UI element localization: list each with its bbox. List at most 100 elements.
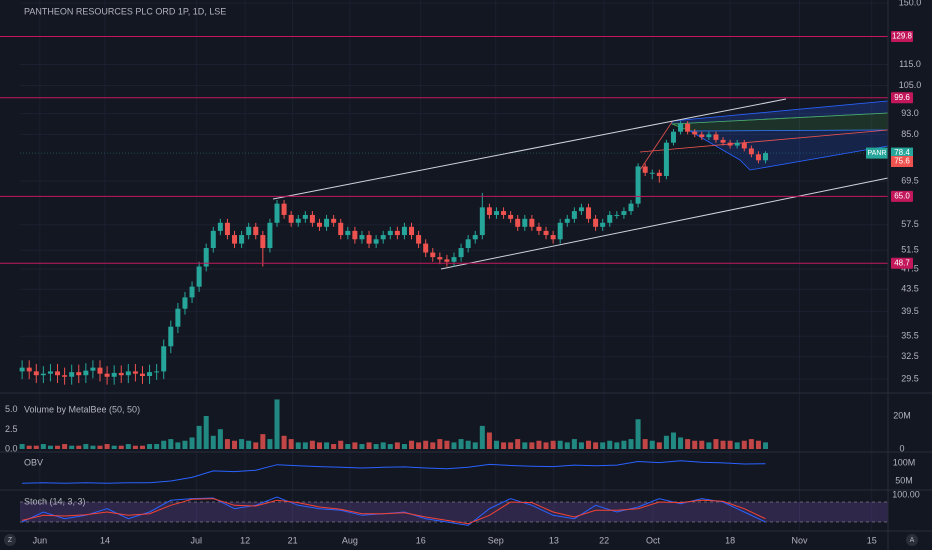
volume-bar <box>515 439 521 449</box>
volume-bar <box>451 442 457 449</box>
volume-bar <box>90 445 96 449</box>
candle-body <box>132 371 138 374</box>
candle-body <box>154 371 160 373</box>
candle-body <box>76 372 82 376</box>
pitchfork-band <box>688 129 889 171</box>
volume-bar <box>423 440 429 449</box>
candle-body <box>600 222 606 227</box>
candle-body <box>763 153 769 161</box>
volume-bar <box>62 444 68 449</box>
candle-body <box>161 346 167 372</box>
pane-title: OBV <box>24 457 43 467</box>
volume-bar <box>536 440 542 449</box>
candle-body <box>670 131 676 143</box>
volume-bar <box>76 445 82 449</box>
candle-body <box>451 257 457 262</box>
volume-bar <box>670 432 676 449</box>
y-tick-label: 115.0 <box>899 59 921 69</box>
candle-body <box>380 235 386 240</box>
volume-bar <box>288 439 294 449</box>
y-tick-label: 50M <box>895 475 913 485</box>
candle-body <box>352 230 358 240</box>
volume-bar <box>324 442 330 449</box>
volume-bar <box>543 442 549 449</box>
volume-bar <box>713 439 719 449</box>
volume-bar <box>203 415 209 449</box>
volume-bar <box>692 440 698 449</box>
candle-body <box>628 203 634 212</box>
y-tick-label: 29.5 <box>901 373 919 383</box>
volume-bar <box>366 442 372 449</box>
candle-body <box>685 123 691 132</box>
candle-body <box>543 230 549 236</box>
y-tick-label: 100.00 <box>892 490 920 500</box>
candle-body <box>125 371 131 376</box>
zoom-button[interactable] <box>4 534 16 546</box>
trend-line <box>440 177 889 270</box>
volume-bar <box>47 445 53 449</box>
candle-body <box>104 373 110 377</box>
candle-body <box>642 166 648 173</box>
zoom-button-label[interactable]: Z <box>8 537 13 544</box>
candle-body <box>586 207 592 219</box>
volume-bar <box>168 439 174 449</box>
y-tick-label: 0 <box>899 443 904 453</box>
volume-bar <box>564 442 570 449</box>
x-tick-label: 21 <box>288 535 298 545</box>
auto-button[interactable] <box>906 534 918 546</box>
volume-bar <box>600 442 606 449</box>
symbol-tag-label: PANR <box>868 150 887 157</box>
volume-bar <box>437 439 443 449</box>
volume-bar <box>97 445 103 449</box>
x-tick-label: Sep <box>488 535 504 545</box>
volume-bar <box>125 444 131 449</box>
candle-body <box>210 230 216 249</box>
volume-bar <box>656 442 662 449</box>
pitchfork-median <box>639 129 889 153</box>
volume-bar <box>699 440 705 449</box>
y-tick-label: 32.5 <box>901 351 919 361</box>
candle-body <box>713 134 719 140</box>
volume-bar <box>253 442 259 449</box>
candle-body <box>338 222 344 236</box>
volume-bar <box>649 440 655 449</box>
y-tick-label: 57.5 <box>901 219 919 229</box>
candle-body <box>253 226 259 236</box>
candle-body <box>90 367 96 371</box>
candle-body <box>274 203 280 223</box>
volume-bar <box>154 444 160 449</box>
level-label: 129.8 <box>892 32 913 41</box>
candle-body <box>508 214 514 219</box>
candle-body <box>493 211 499 215</box>
volume-bar <box>409 440 415 449</box>
candle-body <box>33 371 39 376</box>
volume-bar <box>458 439 464 449</box>
volume-bar <box>274 399 280 449</box>
candle-body <box>621 211 627 215</box>
candle-body <box>316 222 322 227</box>
candle-body <box>345 230 351 236</box>
candle-body <box>189 286 195 298</box>
y-tick-label: 85.0 <box>901 129 919 139</box>
y-tick-label: 51.5 <box>901 245 919 255</box>
candle-body <box>635 166 641 204</box>
candle-body <box>550 235 556 240</box>
volume-bar <box>196 425 202 449</box>
candle-body <box>607 214 613 223</box>
candle-body <box>394 230 400 236</box>
volume-bar <box>748 439 754 449</box>
candle-body <box>692 131 698 135</box>
candle-body <box>288 214 294 223</box>
volume-bar <box>224 439 230 449</box>
candle-body <box>111 372 117 377</box>
volume-bar <box>33 445 39 449</box>
volume-bar <box>232 440 238 449</box>
auto-button-label[interactable]: A <box>910 537 915 544</box>
pane-title: Volume by MetalBee (50, 50) <box>24 404 140 414</box>
stoch-band <box>20 501 888 523</box>
volume-bar <box>189 437 195 449</box>
volume-bar <box>678 437 684 449</box>
candle-body <box>423 243 429 253</box>
candle-body <box>409 226 415 236</box>
